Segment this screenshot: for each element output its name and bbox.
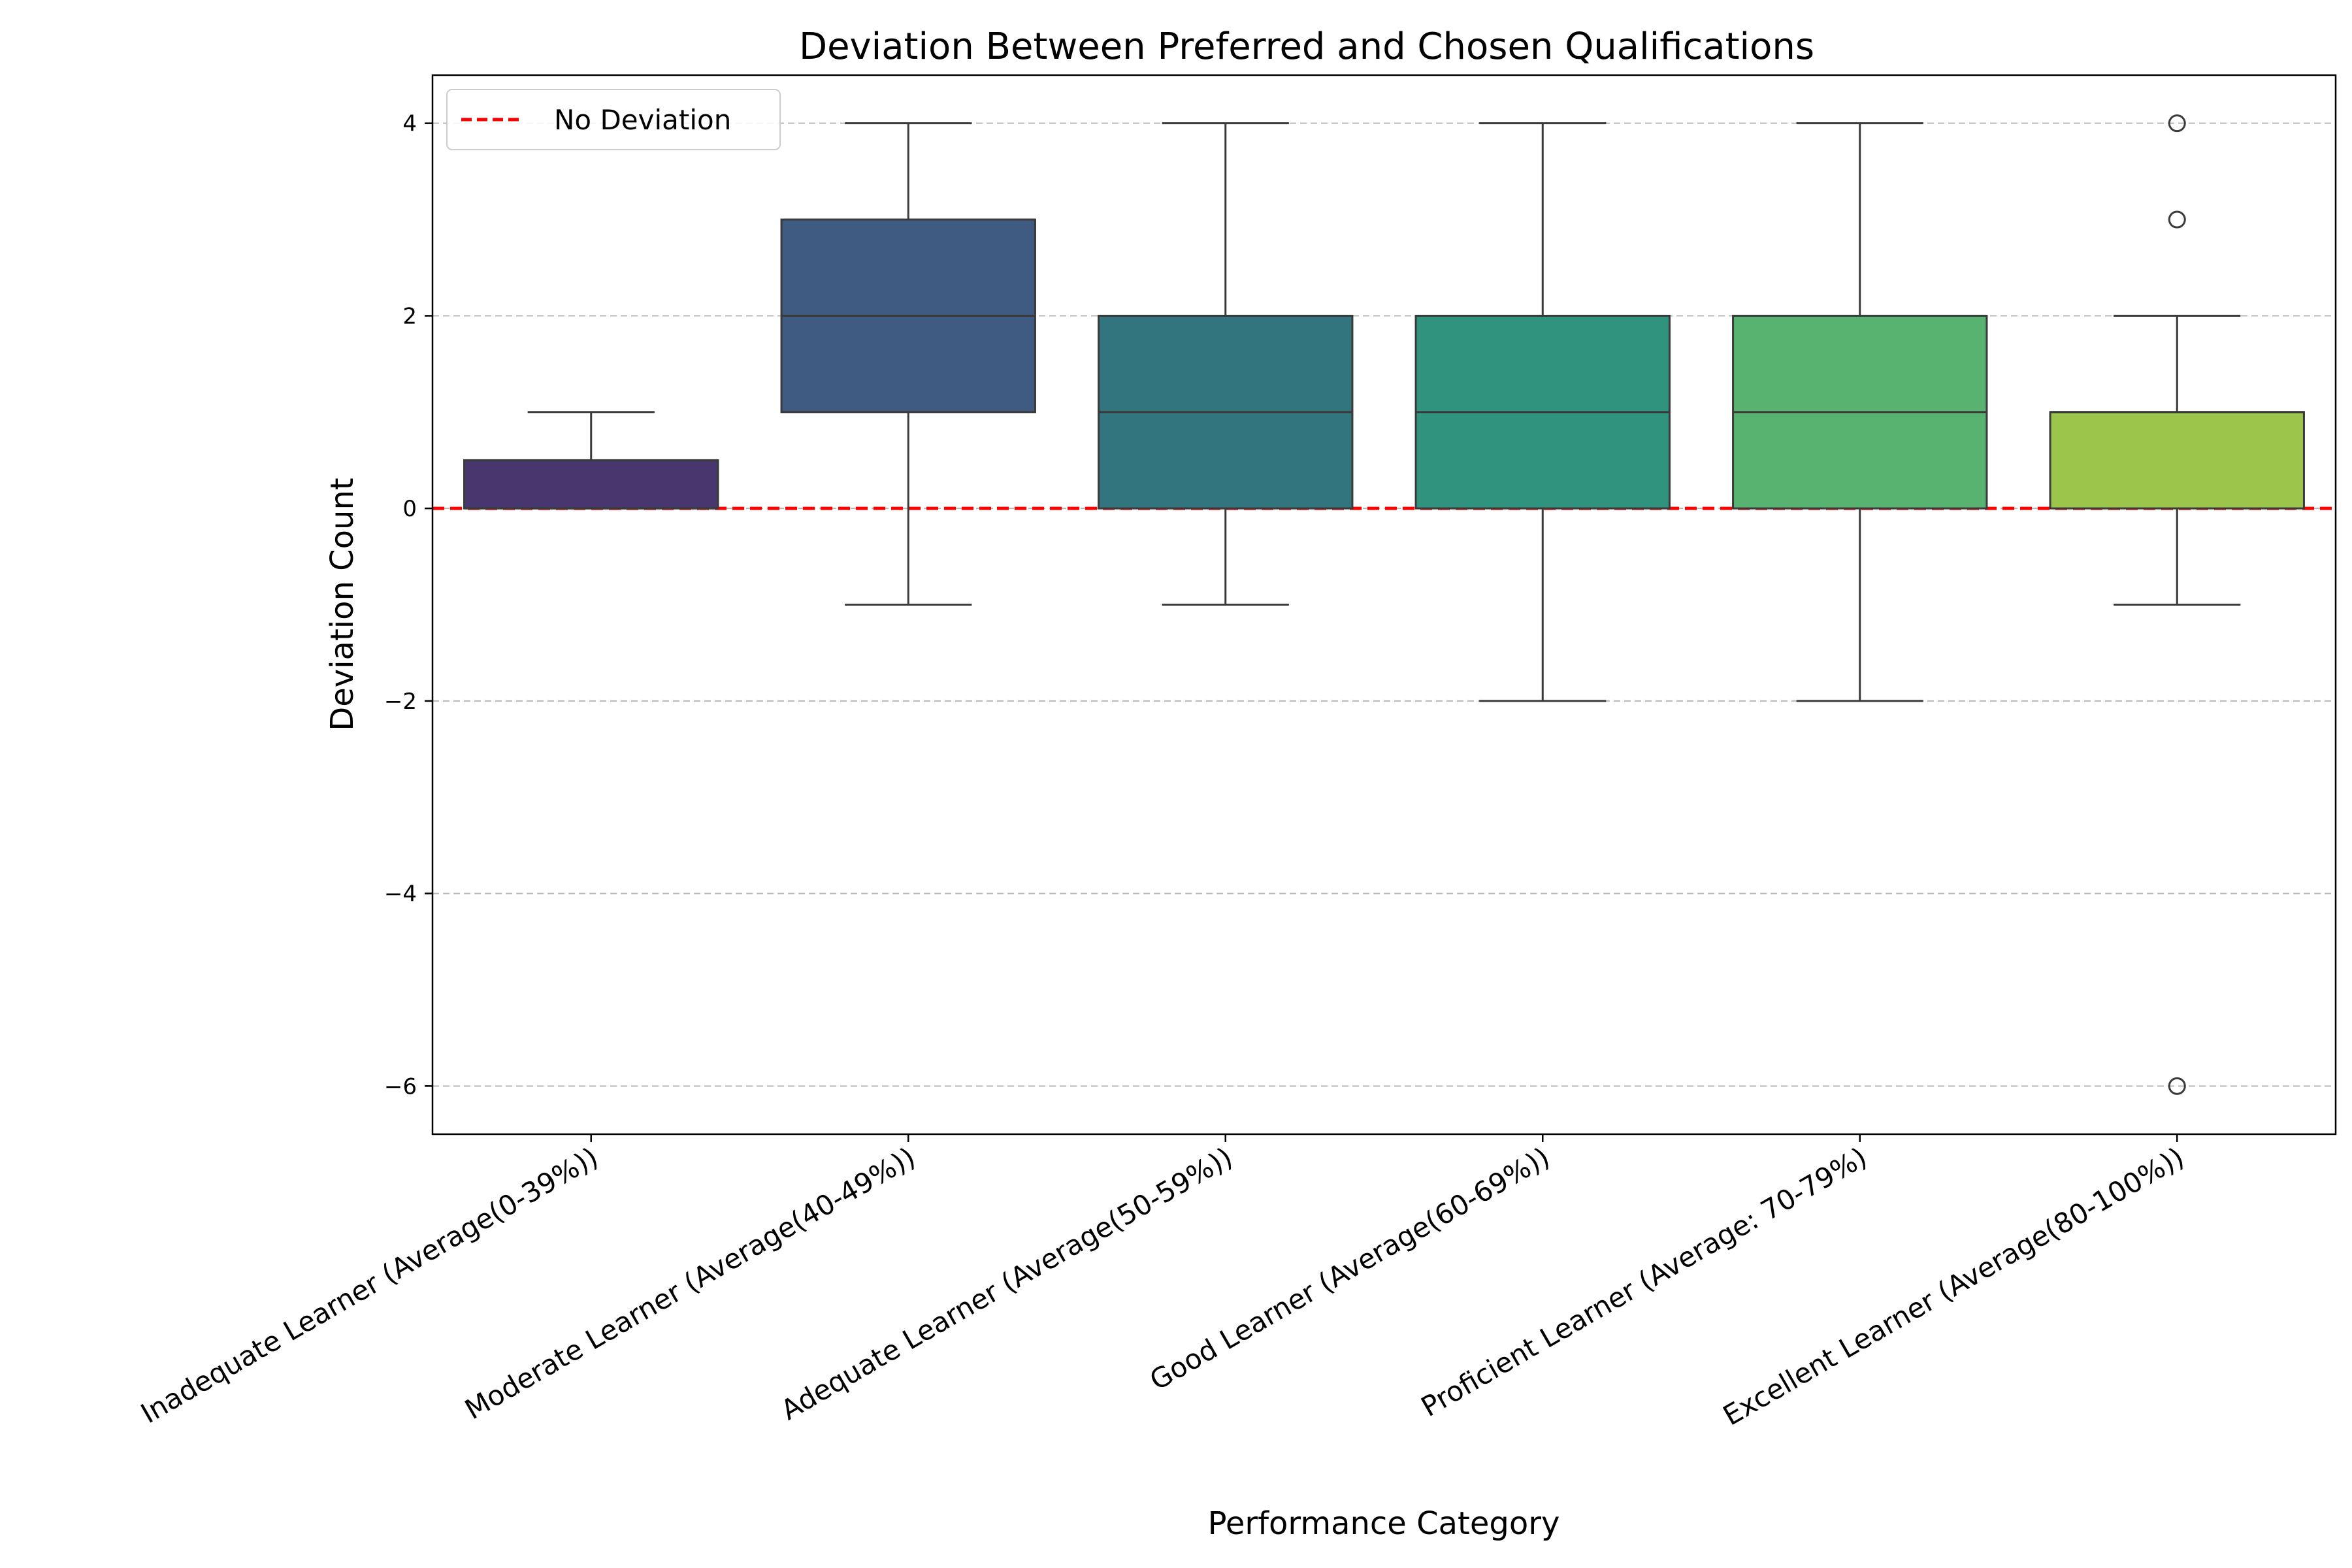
y-gridlines — [433, 122, 2336, 1087]
box-iqr — [463, 459, 719, 510]
y-tick-label: −6 — [384, 1073, 417, 1100]
y-axis-ticks: −6 −4 −2 0 2 4 — [384, 111, 433, 1100]
box-iqr — [2049, 411, 2305, 510]
legend: No Deviation — [446, 89, 781, 150]
legend-box — [446, 89, 781, 150]
box-outlier — [2168, 1077, 2186, 1095]
legend-label: No Deviation — [554, 104, 731, 136]
plot-area-frame — [431, 74, 2337, 1135]
x-axis-label: Performance Category — [1208, 1505, 1560, 1542]
box-series — [463, 114, 2305, 1095]
x-axis-ticks: Inadequate Learner (Average(0-39%))Moder… — [135, 1134, 2189, 1432]
y-tick-label: 2 — [402, 303, 417, 329]
y-tick-label: −4 — [384, 881, 417, 907]
y-tick-label: 4 — [402, 111, 417, 137]
box-outlier — [2168, 114, 2186, 133]
box-outlier — [2168, 210, 2186, 229]
chart-title: Deviation Between Preferred and Chosen Q… — [799, 25, 1814, 68]
y-tick-label: 0 — [402, 496, 417, 522]
y-tick-label: −2 — [384, 689, 417, 715]
y-axis-label: Deviation Count — [324, 478, 361, 730]
